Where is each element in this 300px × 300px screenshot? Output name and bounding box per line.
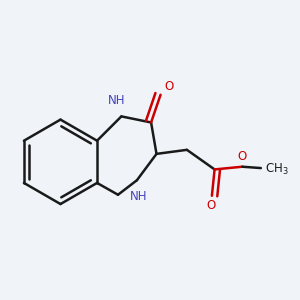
Text: O: O [206,199,215,212]
Text: CH$_3$: CH$_3$ [265,162,289,177]
Text: O: O [238,150,247,163]
Text: NH: NH [108,94,125,107]
Text: NH: NH [130,190,147,203]
Text: O: O [165,80,174,93]
